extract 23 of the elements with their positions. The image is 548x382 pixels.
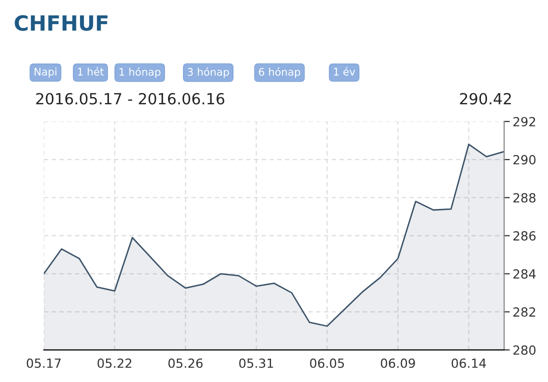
x-tick-label: 06.09	[380, 358, 415, 368]
y-tick-label: 284	[513, 269, 536, 279]
text: 1 hónap	[120, 67, 160, 78]
x-tick-label: 05.22	[98, 358, 132, 368]
text: 3 hónap	[188, 67, 229, 78]
chart-subtitle: 2016.05.17 - 2016.06.16	[36, 92, 224, 105]
y-tick-label: 280	[513, 345, 536, 355]
text: 1 év	[334, 67, 356, 76]
x-tick-label: 05.31	[239, 358, 274, 368]
y-tick-label: 286	[513, 231, 536, 241]
text: 6 hónap	[258, 67, 300, 78]
y-tick-label: 292	[513, 116, 536, 126]
x-tick-label: 05.17	[26, 358, 61, 368]
x-tick-label: 06.05	[310, 358, 344, 368]
x-tick-label: 05.26	[168, 358, 203, 368]
x-tick-label: 06.14	[452, 358, 486, 368]
chart-title: CHFHUF	[14, 15, 108, 31]
y-tick-label: 288	[513, 193, 536, 203]
y-tick-label: 290	[513, 155, 536, 164]
y-tick-label: 282	[513, 307, 536, 317]
text: Napi	[34, 68, 56, 78]
text: 290.42	[460, 92, 511, 105]
text: 1 hét	[78, 67, 104, 76]
